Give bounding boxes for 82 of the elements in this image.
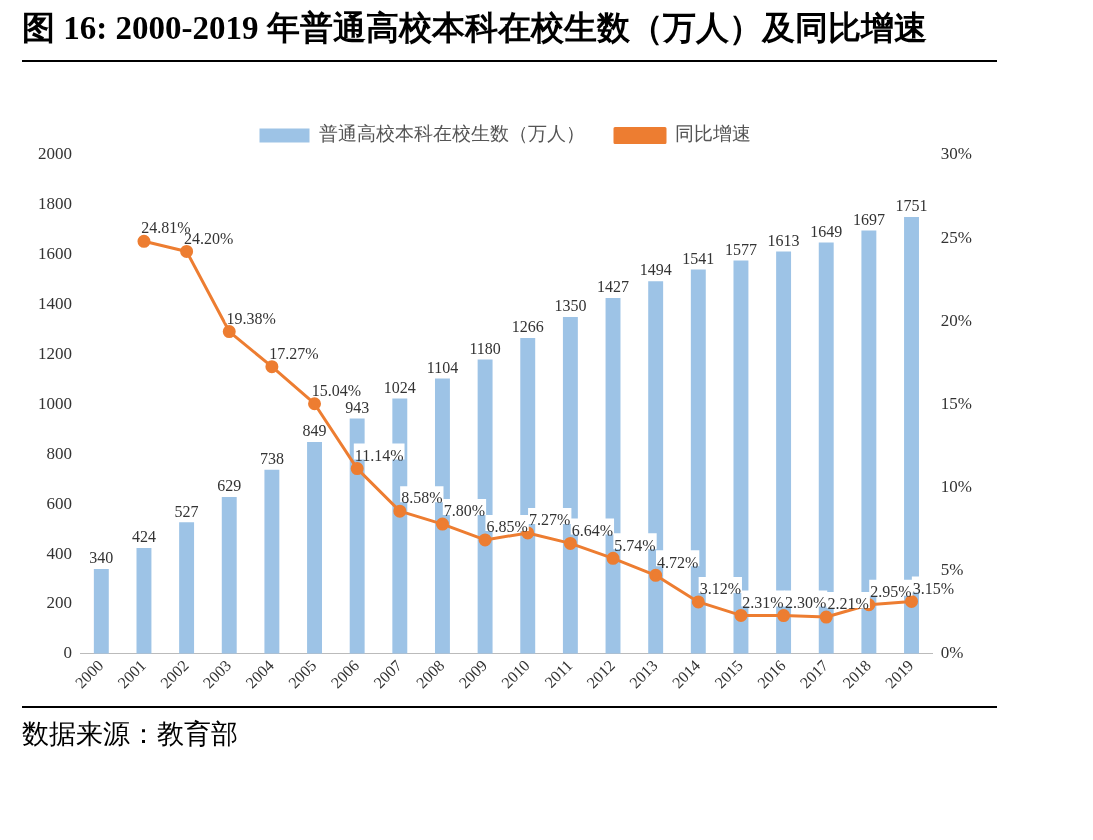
y-tick-label: 2000 (38, 144, 72, 164)
data-label: 1350 (554, 297, 587, 315)
data-label: 3.15% (912, 579, 955, 597)
bar (307, 442, 322, 654)
y-tick-label: 1400 (38, 294, 72, 314)
data-label: 4.72% (657, 553, 699, 571)
data-label: 1494 (639, 261, 672, 279)
data-label: 1649 (810, 222, 843, 240)
source-note: 数据来源：教育部 (21, 717, 239, 751)
point (222, 325, 236, 339)
bar (136, 548, 152, 654)
data-label: 1697 (852, 210, 885, 228)
data-label: 629 (217, 477, 242, 495)
data-label: 527 (174, 502, 199, 520)
point (478, 533, 492, 547)
y-tick-label: 200 (46, 593, 72, 613)
y-tick-label: 1800 (38, 194, 72, 214)
point (180, 244, 194, 258)
y2-tick-label: 15% (940, 393, 973, 413)
point (777, 609, 791, 623)
point (563, 536, 577, 550)
bar (179, 522, 195, 654)
data-label: 8.58% (401, 489, 443, 507)
bar (93, 569, 109, 654)
data-label: 7.27% (529, 511, 571, 529)
data-label: 1104 (426, 358, 459, 376)
data-label: 2.30% (784, 593, 827, 611)
data-label: 6.85% (486, 518, 528, 536)
data-label: 1266 (511, 318, 544, 336)
point (435, 517, 449, 531)
point (350, 462, 364, 476)
y-tick-label: 800 (46, 443, 72, 463)
data-label: 1427 (597, 278, 630, 296)
y2-tick-label: 20% (940, 310, 973, 330)
y-tick-label: 400 (46, 543, 72, 563)
data-label: 943 (345, 398, 370, 416)
chart-title: 图 16: 2000-2019 年普通高校本科在校生数（万人）及同比增速 (21, 9, 928, 48)
data-label: 2.31% (742, 593, 784, 611)
data-label: 7.80% (443, 502, 486, 520)
point (265, 360, 279, 374)
y-tick-label: 600 (46, 493, 72, 513)
data-label: 340 (89, 549, 114, 567)
y-tick-label: 1200 (38, 343, 72, 363)
data-label: 11.14% (354, 446, 404, 464)
y2-tick-label: 30% (940, 144, 973, 164)
data-label: 17.27% (269, 344, 319, 362)
y2-tick-label: 25% (940, 227, 973, 247)
point (308, 397, 322, 411)
data-label: 1180 (469, 339, 501, 357)
data-label: 2.21% (827, 595, 869, 613)
data-label: 1613 (767, 231, 800, 249)
y2-tick-label: 0% (940, 643, 964, 663)
x-tick-label: 2011 (541, 656, 576, 691)
point (393, 504, 407, 518)
data-label: 1541 (682, 249, 715, 267)
data-label: 15.04% (311, 381, 362, 399)
data-label: 1751 (895, 197, 928, 215)
y2-tick-label: 10% (940, 477, 973, 496)
data-label: 1024 (383, 378, 416, 396)
y-tick-label: 1600 (38, 244, 72, 264)
legend-label: 普通高校本科在校生数（万人） (319, 122, 585, 145)
point (649, 568, 663, 582)
point (819, 610, 833, 624)
y2-tick-label: 5% (940, 560, 964, 580)
point (691, 595, 705, 609)
y-tick-label: 0 (63, 643, 72, 663)
point (137, 234, 151, 248)
legend-label: 同比增速 (674, 122, 751, 145)
data-label: 849 (302, 422, 327, 440)
data-label: 424 (131, 528, 156, 546)
data-label: 1577 (724, 240, 757, 258)
data-label: 3.12% (699, 580, 741, 598)
bar (264, 469, 280, 654)
data-label: 6.64% (571, 521, 614, 539)
bar (221, 496, 237, 654)
data-label: 738 (259, 449, 284, 467)
point (606, 551, 620, 565)
data-label: 5.74% (614, 536, 656, 554)
data-label: 19.38% (226, 309, 276, 327)
point (734, 608, 748, 622)
data-label: 2.95% (870, 582, 912, 600)
y-tick-label: 1000 (38, 393, 72, 413)
